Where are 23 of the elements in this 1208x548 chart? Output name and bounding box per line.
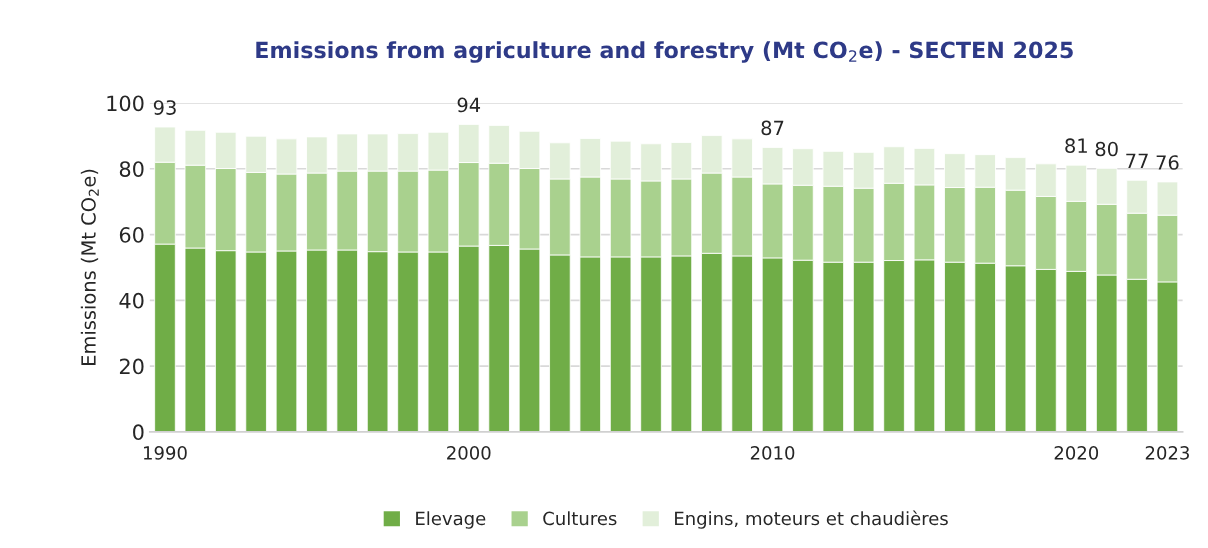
total-label: 94 — [457, 97, 481, 113]
total-label: 81 — [1065, 138, 1087, 154]
y-tick-label: 60 — [119, 227, 144, 243]
y-tick-label: 0 — [133, 424, 144, 441]
x-tick-label: 2010 — [750, 446, 795, 460]
total-label: 80 — [1095, 141, 1118, 157]
total-label: 76 — [1156, 155, 1179, 170]
x-tick-label: 2020 — [1054, 446, 1099, 460]
legend-label: Elevage — [416, 511, 486, 529]
total-label: 93 — [153, 100, 176, 115]
legend-label: Cultures — [543, 511, 617, 526]
chart-title: Emissions from agriculture and forestry (Mt CO$_{2}$e) - SECTEN 2025 — [256, 41, 1073, 63]
y-tick-label: 20 — [119, 358, 144, 375]
legend-label: Engins, moteurs et chaudières — [675, 510, 948, 529]
total-label: 77 — [1126, 153, 1148, 168]
y-tick-label: 40 — [119, 292, 144, 309]
total-label: 87 — [761, 120, 784, 136]
x-tick-label: 2000 — [447, 446, 491, 460]
x-tick-label: 1990 — [143, 446, 187, 460]
y-tick-label: 100 — [107, 95, 144, 112]
y-tick-label: 80 — [119, 161, 144, 177]
x-tick-label: 2023 — [1145, 446, 1189, 460]
y-axis-title: Emissions (Mt CO$_{2}$e) — [80, 169, 99, 365]
